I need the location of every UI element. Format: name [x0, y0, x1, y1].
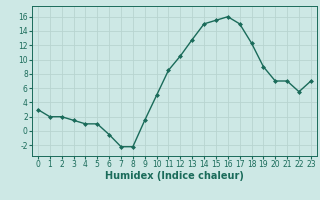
X-axis label: Humidex (Indice chaleur): Humidex (Indice chaleur)	[105, 171, 244, 181]
